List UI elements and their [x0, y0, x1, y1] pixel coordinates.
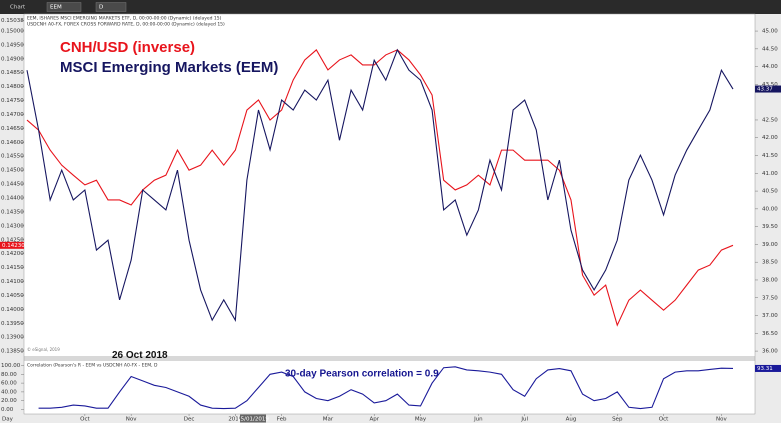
interval-box[interactable] [95, 2, 127, 12]
y2-tick-label: 44.50 [762, 46, 778, 52]
y-tick-label: 0.14600 [1, 140, 24, 146]
last-value-label: 0.14230 [2, 243, 25, 249]
y2-tick-label: 40.00 [762, 206, 778, 212]
symbol-box[interactable] [46, 2, 82, 12]
y-tick-label: 0.14750 [1, 98, 24, 104]
series-line [38, 366, 734, 410]
y2-tick-label: 43.50 [762, 82, 778, 88]
symbol[interactable]: EEM [50, 5, 62, 11]
panel-separator [24, 356, 755, 361]
x-tick-label: Nov [716, 417, 727, 423]
y2-tick-label: 36.00 [762, 349, 778, 355]
last-value-label: 43.37 [757, 87, 773, 93]
y-tick-label: 0.14050 [1, 293, 24, 299]
plot-frame [23, 13, 756, 415]
x-axis-bg [0, 414, 781, 423]
y-tick-label: 0.13950 [1, 321, 24, 327]
y2-tick-label: 41.50 [762, 153, 778, 159]
series-line [26, 48, 734, 322]
y2-tick-label: 40.50 [762, 189, 778, 195]
y2-tick-label: 39.50 [762, 224, 778, 230]
y-tick-label: 0.14700 [1, 112, 24, 118]
x-tick-label: 2019 [228, 417, 242, 423]
y-tick-label: 0.14400 [1, 196, 24, 202]
toolbar-title: Chart [10, 5, 26, 11]
x-tick-label: Feb [277, 417, 287, 423]
x-tick-label: Aug [566, 417, 577, 423]
y-tick-label: 0.14550 [1, 154, 24, 160]
series-header: EEM, ISHARES MSCI EMERGING MARKETS ETF, … [27, 16, 222, 22]
y-tick-label: 0.14450 [1, 182, 24, 188]
footnote: © eSignal, 2019 [27, 347, 60, 352]
series-header: USDCNH A0-FX, FOREX CROSS FORWARD RATE, … [27, 22, 225, 28]
annotation: 30-day Pearson correlation = 0.9 [285, 369, 439, 380]
y2-tick-label: 38.50 [762, 260, 778, 266]
annotation: 26 Oct 2018 [112, 350, 168, 361]
y-tick-label: 0.15038 [1, 18, 24, 24]
y-tick-label: 0.14650 [1, 126, 24, 132]
right-axis-bg [755, 14, 781, 414]
y-tick-label: 0.14350 [1, 209, 24, 215]
last-value-tag [755, 85, 781, 93]
x-tick-label: Mar [323, 417, 334, 423]
y2-tick-label: 37.50 [762, 295, 778, 301]
y2-tick-label: 37.00 [762, 313, 778, 319]
y-tick-label: 0.14850 [1, 70, 24, 76]
annotation: CNH/USD (inverse) [60, 39, 195, 56]
annotation: MSCI Emerging Markets (EEM) [60, 59, 278, 76]
toolbar [0, 0, 781, 14]
y2-tick-label: 42.50 [762, 117, 778, 123]
last-value-label: 93.31 [757, 366, 773, 372]
y-tick-label: 0.14800 [1, 84, 24, 90]
x-tick-label: Oct [659, 417, 669, 423]
cursor-date-box [240, 414, 266, 423]
x-tick-label: May [415, 417, 427, 423]
last-value-tag [0, 241, 24, 249]
x-tick-label: Dec [184, 417, 195, 423]
y2-tick-label: 42.00 [762, 135, 778, 141]
cursor-date: 15/01/2019 [237, 417, 269, 423]
y2-tick-label: 39.00 [762, 242, 778, 248]
y-tick-label: 0.14200 [1, 251, 24, 257]
y-tick-label: 0.14900 [1, 56, 24, 62]
x-tick-label: Jul [520, 417, 528, 423]
last-value-tag [755, 364, 781, 372]
x-tick-label: Oct [80, 417, 90, 423]
x-tick-label: Apr [369, 417, 379, 423]
y-tick-label: 0.14000 [1, 307, 24, 313]
y2-tick-label: 44.00 [762, 64, 778, 70]
x-tick-label: Nov [126, 417, 137, 423]
y-tick-label: 0.13850 [1, 349, 24, 355]
series-line [26, 49, 734, 327]
y-tick-label: 100.00 [1, 363, 21, 369]
panel-header: Correlation (Pearson's R - EEM vs USDCNH… [27, 363, 158, 369]
y-tick-label: 0.14100 [1, 279, 24, 285]
x-axis-label: Day [2, 417, 14, 423]
y-tick-label: 20.00 [1, 398, 17, 404]
y-tick-label: 60.00 [1, 381, 17, 387]
y-tick-label: 0.00 [1, 407, 14, 413]
y-tick-label: 0.14250 [1, 237, 24, 243]
left-axis-bg [0, 14, 24, 414]
y-tick-label: 40.00 [1, 389, 17, 395]
y-tick-label: 80.00 [1, 372, 17, 378]
y2-tick-label: 45.00 [762, 29, 778, 35]
y2-tick-label: 38.00 [762, 277, 778, 283]
y2-tick-label: 41.00 [762, 171, 778, 177]
y-tick-label: 0.13900 [1, 335, 24, 341]
x-tick-label: Sep [612, 417, 623, 423]
y2-tick-label: 36.50 [762, 331, 778, 337]
y-tick-label: 0.15000 [1, 28, 24, 34]
y-tick-label: 0.14500 [1, 168, 24, 174]
y-tick-label: 0.14300 [1, 223, 24, 229]
y-tick-label: 0.14150 [1, 265, 24, 271]
interval[interactable]: D [99, 5, 103, 11]
x-tick-label: Jun [473, 417, 483, 423]
y-tick-label: 0.14950 [1, 42, 24, 48]
